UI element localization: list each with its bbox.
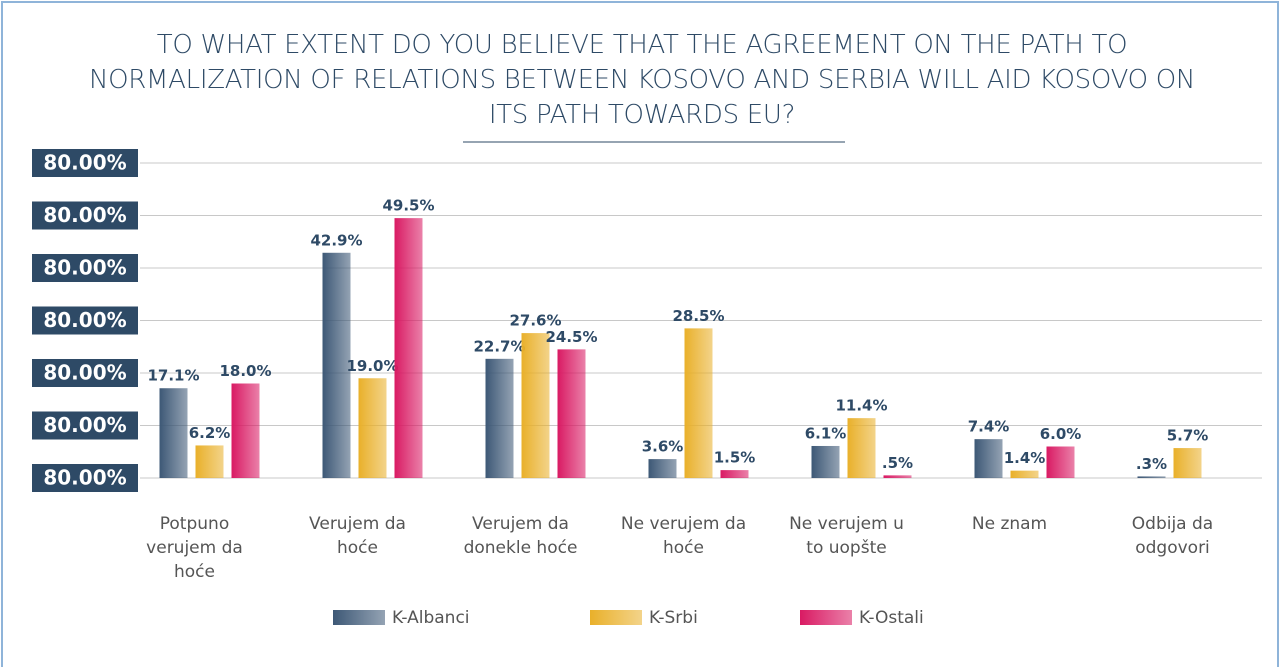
- value-label: 18.0%: [219, 362, 271, 380]
- y-tick-box: [32, 359, 138, 387]
- bar: [648, 459, 677, 478]
- value-label: 22.7%: [473, 337, 525, 355]
- bar: [847, 418, 876, 478]
- value-label: 3.6%: [642, 438, 684, 456]
- x-tick-label: Verujem da hoće: [309, 514, 406, 558]
- bar: [811, 445, 840, 478]
- x-tick-label: Odbija da odgovori: [1131, 514, 1214, 558]
- bar: [557, 349, 586, 478]
- bar: [231, 383, 260, 478]
- y-tick-box: [32, 254, 138, 282]
- bar: [1010, 470, 1039, 478]
- y-tick-box: [32, 149, 138, 177]
- y-tick-box: [32, 201, 138, 230]
- bar: [195, 445, 224, 478]
- value-label: 1.4%: [1004, 449, 1046, 467]
- y-tick-box: [32, 306, 138, 335]
- value-label: 49.5%: [382, 197, 434, 215]
- bar: [720, 470, 749, 478]
- value-label: .5%: [882, 454, 913, 472]
- value-label: 6.0%: [1040, 425, 1082, 443]
- y-tick-label: 80.00%: [43, 413, 126, 437]
- value-label: .3%: [1136, 455, 1167, 473]
- value-label: 6.1%: [805, 424, 847, 442]
- y-tick-label: 80.00%: [43, 361, 126, 385]
- y-tick-label: 80.00%: [43, 256, 126, 280]
- bar: [1137, 476, 1166, 478]
- value-label: 17.1%: [147, 367, 199, 385]
- value-label: 28.5%: [672, 307, 724, 325]
- value-label: 6.2%: [189, 424, 231, 442]
- value-label: 42.9%: [310, 231, 362, 249]
- value-label: 24.5%: [545, 328, 597, 346]
- value-label: 27.6%: [509, 312, 561, 330]
- bar: [322, 252, 351, 478]
- value-label: 5.7%: [1167, 427, 1209, 445]
- bar: [883, 475, 912, 478]
- x-tick-label: Ne verujem da hoće: [620, 514, 747, 558]
- bar: [485, 358, 514, 478]
- value-label: 11.4%: [835, 397, 887, 415]
- bar: [974, 439, 1003, 478]
- legend-label: K-Ostali: [859, 608, 924, 628]
- bar: [1173, 448, 1202, 478]
- bar: [394, 218, 423, 478]
- x-tick-label: Ne verujem u to uopšte: [789, 514, 904, 558]
- bar: [521, 333, 550, 478]
- value-label: 7.4%: [968, 418, 1010, 436]
- legend-label: K-Srbi: [649, 608, 698, 628]
- bar: [159, 388, 188, 478]
- x-tick-label: Verujem da donekle hoće: [463, 514, 578, 558]
- bar: [684, 328, 713, 478]
- value-label: 1.5%: [714, 449, 756, 467]
- y-tick-label: 80.00%: [43, 151, 126, 175]
- legend-swatch: [590, 610, 642, 625]
- x-tick-label: Ne znam: [971, 514, 1048, 534]
- y-tick-label: 80.00%: [43, 466, 126, 490]
- bar: [358, 378, 387, 478]
- y-tick-label: 80.00%: [43, 203, 126, 227]
- legend-label: K-Albanci: [392, 608, 470, 628]
- legend-swatch: [800, 610, 852, 625]
- chart-title: TO WHAT EXTENT DO YOU BELIEVE THAT THE A…: [88, 30, 1196, 130]
- y-tick-box: [32, 464, 138, 492]
- y-tick-box: [32, 411, 138, 440]
- legend-swatch: [333, 610, 385, 625]
- y-tick-label: 80.00%: [43, 308, 126, 332]
- bar: [1046, 446, 1075, 478]
- x-tick-label: Potpuno verujem da hoće: [146, 514, 243, 582]
- value-label: 19.0%: [346, 357, 398, 375]
